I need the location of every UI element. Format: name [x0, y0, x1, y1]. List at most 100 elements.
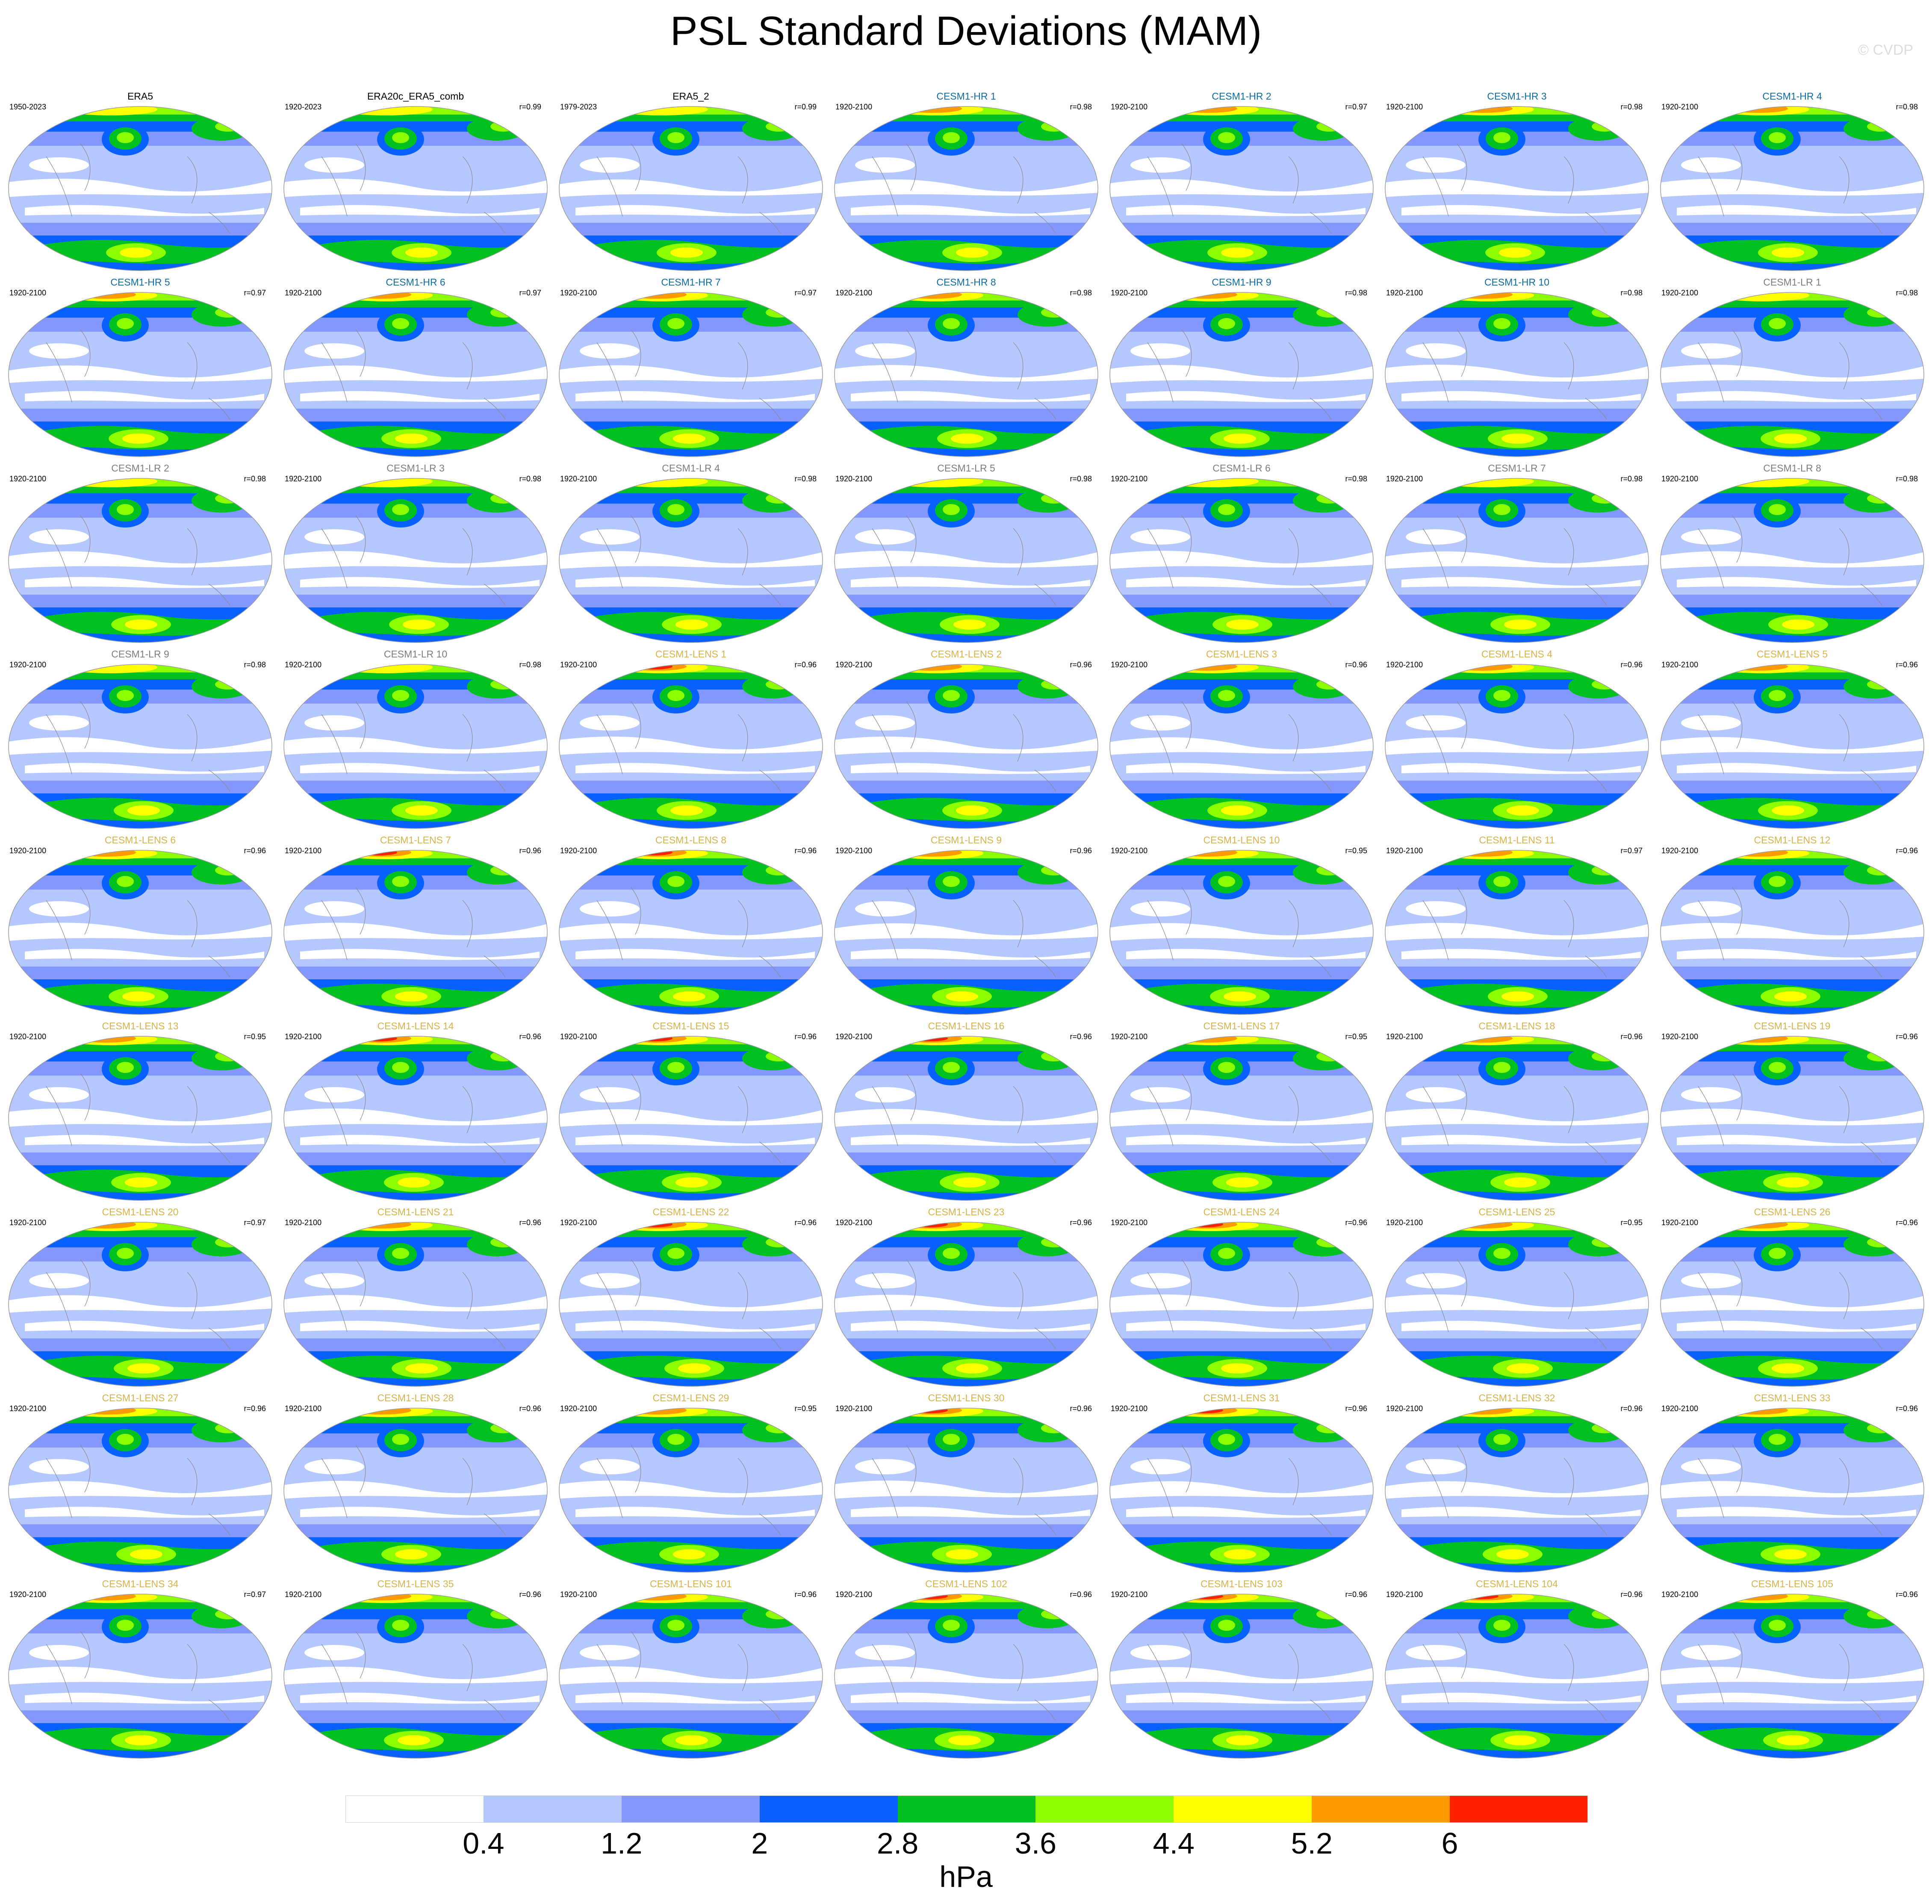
subtropical-low-variance-patch — [29, 1459, 89, 1474]
panel-title: CESM1-LENS 15 — [652, 1020, 729, 1032]
globe-outline — [834, 850, 1098, 1015]
map-panel: CESM1-LENS 9 1920-2100 r=0.96 — [829, 834, 1103, 1017]
globe-outline — [1385, 1036, 1649, 1201]
aleutian-core — [1493, 1620, 1510, 1631]
panel-title: CESM1-LENS 12 — [1754, 834, 1831, 846]
tropical-low-variance-band — [575, 1135, 815, 1146]
tropical-low-variance-band — [1385, 737, 1649, 755]
globe-map — [834, 1594, 1098, 1759]
tropical-low-variance-band — [559, 1109, 823, 1127]
subtropical-low-variance-patch — [304, 157, 364, 173]
panel-period: 1920-2100 — [560, 475, 597, 483]
tropical-low-variance-band — [851, 1320, 1090, 1332]
coastline — [1422, 1073, 1607, 1164]
panel-period: 1950-2023 — [9, 103, 47, 111]
coastline — [46, 1259, 230, 1350]
panel-title: CESM1-HR 1 — [936, 91, 996, 102]
coastline — [596, 1631, 781, 1721]
aleutian-core — [1218, 1620, 1235, 1631]
coastline — [1422, 701, 1607, 792]
aleutian-core — [943, 1248, 960, 1259]
southern-max-core — [1772, 1363, 1804, 1373]
panel-period: 1920-2100 — [1111, 103, 1148, 111]
panel-period: 1920-2100 — [1661, 1032, 1699, 1041]
globe-map — [1385, 664, 1649, 829]
aleutian-core — [943, 1062, 960, 1073]
coastline — [1698, 1259, 1882, 1350]
tropical-low-variance-band — [1385, 179, 1649, 197]
map-panel: CESM1-LENS 29 1920-2100 r=0.95 — [554, 1391, 828, 1575]
panel-period: 1920-2100 — [1111, 1404, 1148, 1413]
aleutian-core — [117, 132, 134, 143]
panel-period: 1920-2100 — [1111, 1590, 1148, 1599]
panel-period: 1920-2100 — [1386, 103, 1423, 111]
tropical-low-variance-band — [835, 551, 1098, 569]
coastline — [46, 1631, 230, 1721]
coastline — [321, 701, 506, 792]
tropical-low-variance-band — [1110, 1481, 1373, 1499]
panel-title: CESM1-LENS 10 — [1203, 834, 1280, 846]
globe-outline — [8, 664, 272, 829]
tropical-low-variance-band — [1126, 1320, 1366, 1332]
colorbar-segment — [621, 1795, 760, 1823]
tropical-low-variance-band — [1385, 365, 1649, 383]
panel-pattern-correlation: r=0.97 — [244, 1590, 266, 1599]
panel-pattern-correlation: r=0.95 — [244, 1032, 266, 1041]
southern-max-core — [1507, 805, 1539, 816]
map-panel: ERA20c_ERA5_comb 1920-2023 r=0.99 — [279, 90, 552, 274]
globe-map — [559, 1408, 823, 1573]
southern-max-core — [1221, 805, 1254, 816]
subtropical-low-variance-patch — [29, 715, 89, 731]
southern-max-core — [405, 1363, 438, 1373]
aleutian-core — [943, 690, 960, 701]
tropical-low-variance-band — [1661, 365, 1924, 383]
subtropical-low-variance-patch — [1681, 1087, 1741, 1102]
panel-pattern-correlation: r=0.98 — [1896, 103, 1918, 111]
map-panel: CESM1-LENS 18 1920-2100 r=0.96 — [1380, 1020, 1654, 1203]
panel-period: 1920-2100 — [285, 1404, 322, 1413]
globe-map — [834, 850, 1098, 1015]
tropical-low-variance-band — [1677, 949, 1916, 960]
globe-outline — [1109, 664, 1374, 829]
panel-title: CESM1-LENS 32 — [1478, 1392, 1555, 1403]
globe-map — [559, 850, 823, 1015]
globe-outline — [834, 1222, 1098, 1387]
coastline — [1147, 1631, 1332, 1721]
panel-title: ERA5 — [127, 91, 153, 102]
subtropical-low-variance-patch — [1130, 343, 1190, 359]
panel-period: 1920-2100 — [835, 475, 873, 483]
tropical-low-variance-band — [1110, 179, 1373, 197]
colorbar-tick-label: 6 — [1441, 1827, 1458, 1860]
map-panel: CESM1-HR 8 1920-2100 r=0.98 — [829, 276, 1103, 460]
globe-outline — [1660, 1408, 1924, 1573]
panel-title: CESM1-LENS 3 — [1206, 648, 1277, 660]
southern-max-core — [1774, 433, 1807, 444]
map-panel: CESM1-LENS 2 1920-2100 r=0.96 — [829, 648, 1103, 831]
tropical-low-variance-band — [284, 179, 547, 197]
panel-pattern-correlation: r=0.98 — [1070, 289, 1092, 297]
globe-map — [1660, 1594, 1924, 1759]
colorbar-tick-label: 0.4 — [463, 1827, 504, 1860]
globe-outline — [559, 1408, 823, 1573]
southern-max-core — [1224, 991, 1256, 1002]
globe-map — [8, 664, 272, 829]
map-panel: CESM1-HR 2 1920-2100 r=0.97 — [1105, 90, 1378, 274]
aleutian-core — [667, 690, 684, 701]
tropical-low-variance-band — [559, 1480, 823, 1499]
southern-max-core — [395, 1549, 428, 1559]
aleutian-core — [392, 1620, 409, 1631]
aleutian-core — [1493, 132, 1510, 143]
globe-outline — [559, 664, 823, 829]
globe-outline — [1385, 106, 1649, 271]
aleutian-core — [117, 1434, 134, 1445]
globe-map — [834, 1222, 1098, 1387]
panel-pattern-correlation: r=0.96 — [794, 1218, 817, 1227]
coastline — [1147, 887, 1332, 978]
southern-max-core — [1501, 991, 1534, 1002]
globe-map — [834, 292, 1098, 457]
panel-title: CESM1-LR 8 — [1763, 463, 1821, 474]
panel-title: CESM1-LENS 31 — [1203, 1392, 1280, 1403]
tropical-low-variance-band — [25, 1135, 264, 1146]
tropical-low-variance-band — [851, 1506, 1090, 1518]
panel-title: CESM1-LR 6 — [1212, 463, 1271, 474]
